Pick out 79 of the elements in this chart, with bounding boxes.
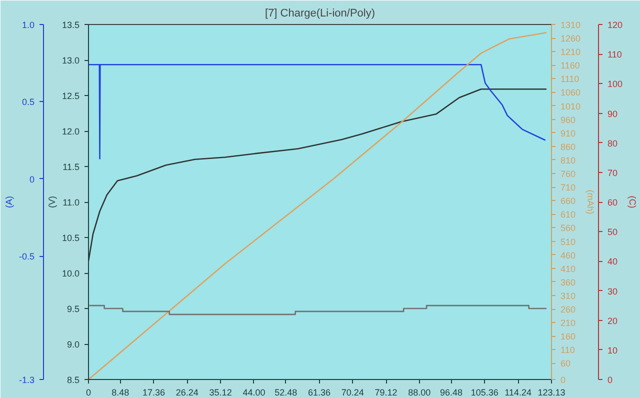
x-tick-label: 96.48 — [440, 388, 463, 398]
y-tick-label: 9.0 — [66, 340, 80, 350]
x-tick-label: 8.48 — [112, 388, 130, 398]
y2-tick-label: 0 — [29, 174, 35, 184]
y3-tick-label: 1010 — [560, 101, 581, 112]
y-tick-label: 90 — [608, 108, 618, 119]
y-tick-label: 10.0 — [62, 268, 80, 278]
y3-tick-label: 610 — [560, 210, 576, 220]
y3-tick-label: 210 — [560, 318, 576, 328]
x-tick-label: 79.12 — [374, 388, 398, 398]
y2-tick-label: 0.5 — [22, 97, 35, 108]
y-tick-label: 110 — [608, 50, 622, 60]
y-tick-label: 80 — [608, 138, 618, 148]
y-tick-label: 20 — [608, 316, 618, 326]
y-axis-title: (C) — [628, 196, 638, 208]
y-axis-title: (V) — [46, 196, 57, 208]
y2-tick-label: -1.3 — [18, 375, 35, 385]
y-tick-label: 11.0 — [62, 198, 80, 208]
y-tick-label: 0 — [608, 375, 613, 385]
y3-tick-label: 710 — [560, 182, 576, 193]
y-tick-label: 13.5 — [62, 20, 80, 30]
y3-tick-label: 810 — [560, 155, 576, 166]
y-tick-label: 100 — [608, 79, 623, 90]
y3-tick-label: 110 — [560, 345, 575, 356]
x-tick-label: 17.36 — [142, 388, 166, 398]
y3-tick-label: 760 — [560, 169, 576, 180]
y3-tick-label: 1110 — [560, 74, 580, 84]
x-tick-label: 52.48 — [274, 388, 298, 398]
y3-tick-label: 410 — [560, 264, 576, 274]
y-tick-label: 120 — [608, 20, 623, 30]
y2-tick-label: 1.0 — [22, 20, 35, 30]
line-series — [88, 64, 546, 160]
y3-tick-label: 1060 — [560, 88, 581, 98]
y3-tick-label: 160 — [560, 332, 576, 342]
line-series — [88, 32, 548, 380]
x-tick-label: 44.00 — [242, 388, 266, 398]
y3-tick-label: 510 — [560, 236, 576, 247]
y-tick-label: 9.5 — [66, 304, 80, 314]
y3-tick-label: 560 — [560, 223, 576, 234]
y-tick-label: 8.5 — [66, 375, 80, 385]
x-tick-label: 26.24 — [176, 388, 198, 398]
y-tick-label: 10.5 — [62, 233, 80, 243]
x-tick-label: 105.36 — [470, 388, 498, 398]
y2-axis-title: (A) — [4, 196, 14, 208]
x-tick-label: 114.24 — [504, 388, 532, 398]
y3-tick-label: 860 — [560, 142, 576, 152]
x-tick-label: 35.12 — [209, 388, 232, 398]
y3-tick-label: 360 — [560, 277, 576, 288]
y3-axis-title: (mAh) — [586, 190, 596, 214]
y-tick-label: 12.5 — [62, 91, 80, 101]
y-tick-label: 12.0 — [62, 126, 80, 136]
y3-tick-label: 960 — [560, 114, 576, 125]
y3-tick-label: 1310 — [560, 20, 581, 30]
y3-tick-label: 1210 — [560, 47, 581, 58]
y3-tick-label: 60 — [560, 358, 571, 369]
x-tick-label: 123.13 — [538, 388, 566, 398]
y-tick-label: 50 — [608, 227, 618, 238]
y-tick-label: 30 — [608, 286, 618, 296]
x-tick-label: 88.00 — [408, 388, 431, 398]
y-tick-label: 11.5 — [62, 162, 80, 172]
y-tick-label: 10 — [608, 345, 618, 356]
chart-title: [7] Charge(Li-ion/Poly) — [264, 8, 376, 20]
line-series — [88, 88, 548, 262]
y3-tick-label: 1160 — [560, 60, 580, 71]
y3-tick-label: 660 — [560, 196, 576, 206]
y3-tick-label: 460 — [560, 250, 576, 260]
x-tick-label: 61.36 — [308, 388, 330, 398]
y3-tick-label: 0 — [560, 375, 566, 385]
x-tick-label: 0 — [86, 388, 92, 398]
y3-tick-label: 1260 — [560, 34, 581, 44]
y-tick-label: 70 — [608, 168, 618, 178]
y-tick-label: 13.0 — [62, 56, 80, 66]
y3-tick-label: 910 — [560, 128, 576, 138]
y-tick-label: 60 — [608, 198, 618, 208]
y-tick-label: 40 — [608, 256, 618, 267]
y2-tick-label: -0.5 — [18, 252, 35, 262]
y3-tick-label: 260 — [560, 304, 576, 315]
y3-tick-label: 310 — [560, 290, 576, 301]
x-tick-label: 70.24 — [341, 388, 364, 398]
